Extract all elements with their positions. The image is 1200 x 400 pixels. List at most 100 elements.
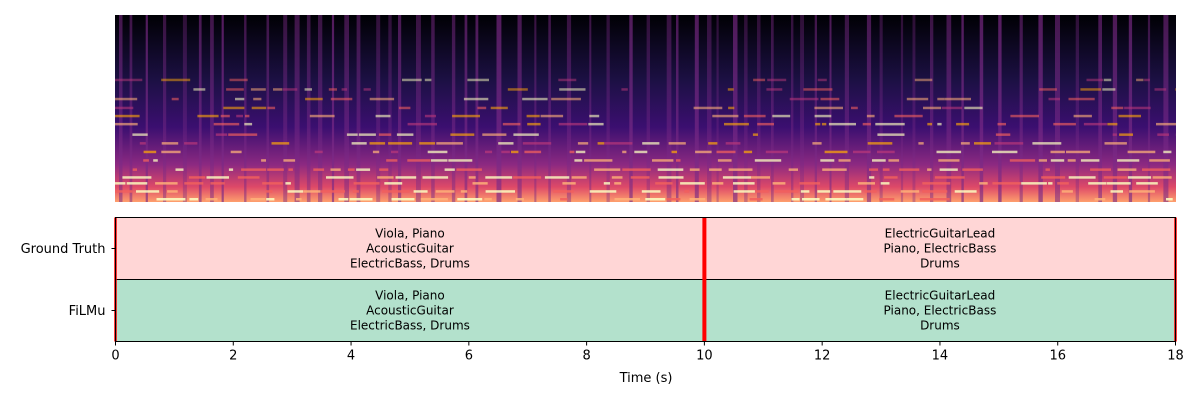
spectrogram-band-286 (115, 106, 134, 110)
spectrogram-onset-27 (534, 15, 537, 202)
spectrogram-onset-30 (589, 15, 592, 202)
spectrogram-onset-20 (416, 15, 421, 202)
spectrogram-band-69 (614, 182, 622, 185)
segment-label: AcousticGuitar (366, 242, 454, 256)
spectrogram-band-224 (1104, 142, 1127, 145)
segment-label: Piano, ElectricBass (884, 304, 997, 318)
spectrogram-band-115 (228, 168, 234, 171)
spectrogram-band-93 (395, 176, 417, 179)
spectrogram-onset-16 (356, 15, 361, 202)
spectrogram-band-223 (1032, 142, 1062, 145)
spectrogram-band-107 (934, 176, 965, 179)
spectrogram-band-75 (799, 182, 821, 185)
spectrogram-onset-3 (163, 15, 167, 202)
spectrogram-band-303 (171, 97, 179, 101)
spectrogram-band-54 (1061, 190, 1073, 193)
spectrogram-band-143 (1142, 168, 1171, 171)
spectrogram-band-152 (574, 159, 583, 162)
spectrogram-band-344 (467, 78, 489, 82)
spectrogram-band-67 (562, 182, 576, 185)
spectrogram-band-301 (1124, 106, 1151, 110)
spectrogram-band-16 (666, 198, 681, 201)
spectrogram-band-35 (382, 190, 410, 193)
spectrogram-band-83 (1057, 182, 1069, 185)
spectrogram-onset-39 (733, 15, 738, 202)
x-tick-label: 18 (1167, 349, 1184, 364)
spectrogram-band-291 (477, 106, 487, 110)
spectrogram-band-338 (1175, 88, 1176, 91)
spectrogram-onset-65 (1163, 15, 1169, 202)
spectrogram-band-294 (728, 106, 735, 110)
spectrogram-onset-23 (464, 15, 468, 202)
spectrogram-band-273 (452, 114, 480, 118)
spectrogram-band-192 (877, 150, 895, 154)
spectrogram-band-174 (372, 150, 380, 154)
x-tick-label: 4 (347, 349, 355, 364)
spectrogram-onset-24 (475, 15, 479, 202)
spectrogram-band-87 (122, 176, 152, 179)
spectrogram-band-156 (717, 159, 732, 162)
spectrogram-band-106 (884, 176, 898, 179)
spectrogram-band-95 (468, 176, 476, 179)
x-tick-label: 8 (582, 349, 590, 364)
spectrogram-band-341 (229, 78, 248, 82)
spectrogram-harmonics (115, 78, 1176, 201)
spectrogram-band-242 (115, 122, 138, 126)
spectrogram-band-251 (757, 122, 774, 126)
spectrogram-band-39 (485, 190, 515, 193)
spectrogram-band-25 (1094, 198, 1106, 201)
spectrogram-band-71 (680, 182, 705, 185)
spectrogram-band-186 (695, 150, 712, 154)
spectrogram-onset-61 (1098, 15, 1102, 202)
spectrogram-band-183 (622, 150, 627, 154)
spectrogram-onset-59 (1055, 15, 1060, 202)
spectrogram-band-142 (1117, 168, 1137, 171)
row-labels: Ground Truth FiLMu (21, 242, 116, 319)
spectrogram-onset-2 (145, 15, 148, 202)
segment-label: Viola, Piano (375, 289, 445, 303)
spectrogram-band-325 (328, 88, 337, 91)
spectrogram-band-91 (326, 176, 354, 179)
spectrogram-band-167 (1080, 159, 1100, 162)
segment-label: Drums (920, 319, 960, 333)
spectrogram-band-272 (424, 114, 436, 118)
spectrogram-band-179 (511, 150, 519, 154)
spectrogram-onset-7 (221, 15, 224, 202)
spectrogram-band-244 (244, 122, 253, 126)
spectrogram-band-177 (485, 150, 493, 154)
spectrogram-band-100 (611, 176, 623, 179)
spectrogram-band-309 (463, 97, 489, 101)
spectrogram-band-32 (303, 190, 321, 193)
spectrogram-band-119 (313, 168, 325, 171)
spectrogram-band-217 (812, 142, 822, 145)
spectrogram-band-211 (597, 142, 605, 145)
spectrogram-band-118 (288, 168, 293, 171)
spectrogram-band-144 (143, 159, 149, 162)
spectrogram-band-268 (236, 114, 243, 118)
spectrogram-band-154 (652, 159, 674, 162)
spectrogram-onset-14 (331, 15, 335, 202)
spectrogram-onset-4 (182, 15, 187, 202)
spectrogram-band-302 (115, 97, 138, 101)
spectrogram-onset-21 (431, 15, 435, 202)
spectrogram-band-161 (888, 159, 900, 162)
spectrogram-band-73 (733, 182, 755, 185)
spectrogram-band-40 (553, 190, 574, 193)
spectrogram-band-195 (1050, 150, 1065, 154)
spectrogram-band-351 (1103, 78, 1112, 82)
spectrogram-band-330 (621, 88, 628, 91)
spectrogram-onset-51 (912, 15, 916, 202)
spectrogram-band-18 (749, 198, 763, 201)
spectrogram-band-101 (630, 176, 650, 179)
spectrogram-band-163 (1009, 159, 1036, 162)
spectrogram-band-221 (974, 142, 991, 145)
spectrogram-band-304 (235, 97, 245, 101)
spectrogram-band-63 (285, 182, 291, 185)
spectrogram-band-34 (352, 190, 359, 193)
spectrogram-band-84 (1088, 182, 1107, 185)
spectrogram-band-109 (1068, 176, 1096, 179)
spectrogram-band-255 (862, 122, 871, 126)
spectrogram-band-261 (1053, 122, 1076, 126)
spectrogram-band-49 (833, 190, 862, 193)
spectrogram-band-258 (937, 122, 942, 126)
